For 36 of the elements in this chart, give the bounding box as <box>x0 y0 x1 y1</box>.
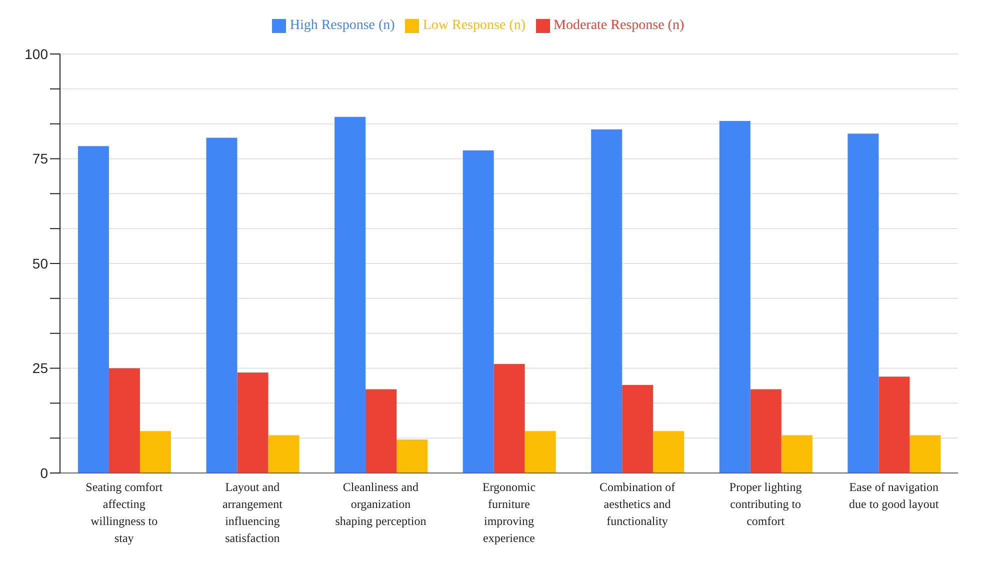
y-tick-label: 25 <box>32 360 48 376</box>
x-tick-label: Ease of navigation due to good layout <box>849 480 940 511</box>
x-tick-label: Cleanliness and organization shaping perception <box>335 480 426 528</box>
x-tick-label: Combination of aesthetics and functionality <box>599 480 676 528</box>
bar <box>622 385 654 473</box>
bar <box>653 431 684 473</box>
bar <box>848 134 879 473</box>
bar <box>719 121 750 473</box>
x-tick-label: Proper lighting contributing to comfort <box>729 480 802 528</box>
bar <box>591 129 622 473</box>
x-tick-label: Ergonomic furniture improving experience <box>482 480 536 545</box>
bar <box>366 389 397 473</box>
bar <box>78 146 109 473</box>
legend-label: Moderate Response (n) <box>554 18 684 33</box>
bar <box>462 150 494 473</box>
legend-label: High Response (n) <box>290 18 395 33</box>
bar <box>750 389 782 473</box>
bar <box>108 368 140 473</box>
bar <box>140 431 171 473</box>
y-tick-label: 50 <box>32 255 48 272</box>
x-tick-label: Seating comfort affecting willingness to stay <box>86 480 164 545</box>
bar <box>878 376 910 473</box>
y-tick-label: 75 <box>32 150 48 167</box>
bar <box>268 435 300 473</box>
y-tick-label: 100 <box>24 46 48 62</box>
legend-label: Low Response (n) <box>422 18 526 33</box>
bar <box>494 364 525 473</box>
y-tick-label: 0 <box>40 464 48 481</box>
x-tick-label: Layout and arrangement influencing satisfaction <box>222 480 284 545</box>
bar <box>396 439 428 473</box>
bar <box>237 372 268 473</box>
bar <box>206 138 238 473</box>
bar <box>781 435 812 473</box>
bar <box>910 435 941 473</box>
bar <box>524 431 556 473</box>
bar <box>334 116 366 473</box>
